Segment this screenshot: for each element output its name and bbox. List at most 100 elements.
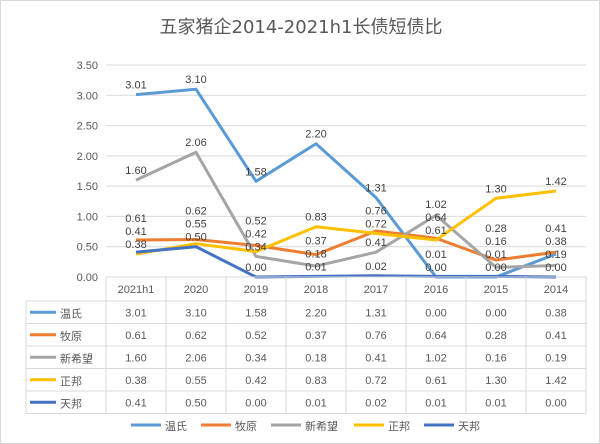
- data-label: 0.19: [545, 249, 566, 261]
- data-label: 0.52: [245, 215, 266, 227]
- legend-label: 牧原: [235, 419, 257, 433]
- data-label: 0.76: [365, 205, 386, 217]
- table-cell: 0.41: [545, 330, 566, 342]
- table-cell: 2.06: [185, 352, 206, 364]
- y-tick-label: 1.50: [77, 181, 98, 193]
- data-label: 0.55: [185, 219, 206, 231]
- y-tick-label: 0.00: [77, 272, 98, 284]
- data-label: 1.42: [545, 176, 566, 188]
- data-label: 3.10: [185, 74, 206, 86]
- data-label: 0.61: [425, 225, 446, 237]
- table-cell: 0.55: [185, 375, 206, 387]
- table-cell: 0.16: [485, 352, 506, 364]
- data-label: 0.28: [485, 223, 506, 235]
- data-label: 0.50: [185, 232, 206, 244]
- x-tick-label: 2019: [244, 284, 268, 296]
- data-label: 0.42: [245, 228, 266, 240]
- legend-label: 温氏: [165, 420, 187, 433]
- series-line-1: [135, 229, 557, 262]
- x-tick-label: 2014: [544, 284, 568, 296]
- table-cell: 1.58: [245, 307, 266, 319]
- data-label: 2.20: [305, 129, 326, 141]
- series-line-4: [135, 245, 557, 279]
- data-label: 0.41: [365, 237, 386, 249]
- table-cell: 1.42: [545, 375, 566, 387]
- table-cell: 0.28: [485, 330, 506, 342]
- table-cell: 0.42: [245, 375, 266, 387]
- table-cell: 0.37: [305, 330, 326, 342]
- table-cell: 0.34: [245, 352, 266, 364]
- table-cell: 0.19: [545, 352, 566, 364]
- x-tick-label: 2018: [304, 284, 328, 296]
- legend-label: 天邦: [458, 420, 480, 433]
- table-cell: 0.38: [545, 307, 566, 319]
- table-cell: 0.41: [125, 397, 146, 409]
- table-cell: 0.02: [365, 397, 386, 409]
- table-cell: 1.60: [125, 352, 146, 364]
- x-tick-label: 2016: [424, 284, 448, 296]
- legend-label: 新希望: [305, 419, 338, 433]
- table-cell: 0.62: [185, 330, 206, 342]
- table-cell: 0.00: [545, 397, 566, 409]
- table-cell: 1.30: [485, 375, 506, 387]
- data-label: 0.38: [125, 239, 146, 251]
- data-label: 1.30: [485, 183, 506, 195]
- data-label: 1.60: [125, 165, 146, 177]
- table-cell: 0.76: [365, 330, 386, 342]
- data-label: 0.34: [245, 241, 266, 253]
- data-label: 0.00: [545, 262, 566, 274]
- data-label: 0.18: [305, 248, 326, 260]
- table-series-name: 正邦: [60, 375, 82, 388]
- x-tick-label: 2015: [484, 284, 508, 296]
- table-cell: 0.41: [365, 352, 386, 364]
- table-cell: 0.01: [485, 397, 506, 409]
- data-label: 0.00: [245, 262, 266, 274]
- data-label: 0.02: [365, 261, 386, 273]
- x-tick-label: 2021h1: [118, 284, 155, 296]
- data-label: 0.64: [425, 212, 446, 224]
- table-cell: 0.61: [125, 330, 146, 342]
- table-cell: 0.00: [485, 307, 506, 319]
- table-series-name: 温氏: [60, 307, 82, 320]
- table-cell: 0.00: [425, 307, 446, 319]
- data-label: 0.37: [305, 235, 326, 247]
- data-label: 0.72: [365, 218, 386, 230]
- data-label: 0.41: [125, 226, 146, 238]
- table-cell: 0.38: [125, 375, 146, 387]
- table-cell: 3.10: [185, 307, 206, 319]
- table-series-name: 新希望: [60, 351, 93, 365]
- data-label: 1.31: [365, 183, 386, 195]
- data-label: 1.02: [425, 199, 446, 211]
- data-label: 1.58: [245, 166, 266, 178]
- table-cell: 0.50: [185, 397, 206, 409]
- data-label: 3.01: [125, 80, 146, 92]
- table-cell: 0.64: [425, 330, 446, 342]
- table-cell: 0.18: [305, 352, 326, 364]
- table-cell: 0.00: [245, 397, 266, 409]
- y-tick-label: 3.00: [77, 90, 98, 102]
- x-tick-label: 2020: [184, 284, 208, 296]
- table-cell: 0.83: [305, 375, 326, 387]
- y-tick-label: 2.00: [77, 151, 98, 163]
- table-cell: 2.20: [305, 307, 326, 319]
- series-line-3: [135, 189, 557, 256]
- data-label: 0.16: [485, 236, 506, 248]
- table-cell: 1.31: [365, 307, 386, 319]
- data-label: 0.01: [485, 249, 506, 261]
- y-tick-label: 1.00: [77, 211, 98, 223]
- table-cell: 3.01: [125, 307, 146, 319]
- x-tick-label: 2017: [364, 284, 388, 296]
- data-label: 0.01: [425, 249, 446, 261]
- table-cell: 0.52: [245, 330, 266, 342]
- table-cell: 0.01: [305, 397, 326, 409]
- table-cell: 0.72: [365, 375, 386, 387]
- data-label: 0.62: [185, 206, 206, 218]
- table-cell: 0.01: [425, 397, 446, 409]
- data-label: 0.01: [305, 261, 326, 273]
- y-tick-label: 3.50: [77, 60, 98, 72]
- data-label: 0.61: [125, 213, 146, 225]
- y-tick-label: 0.50: [77, 242, 98, 254]
- table-cell: 1.02: [425, 352, 446, 364]
